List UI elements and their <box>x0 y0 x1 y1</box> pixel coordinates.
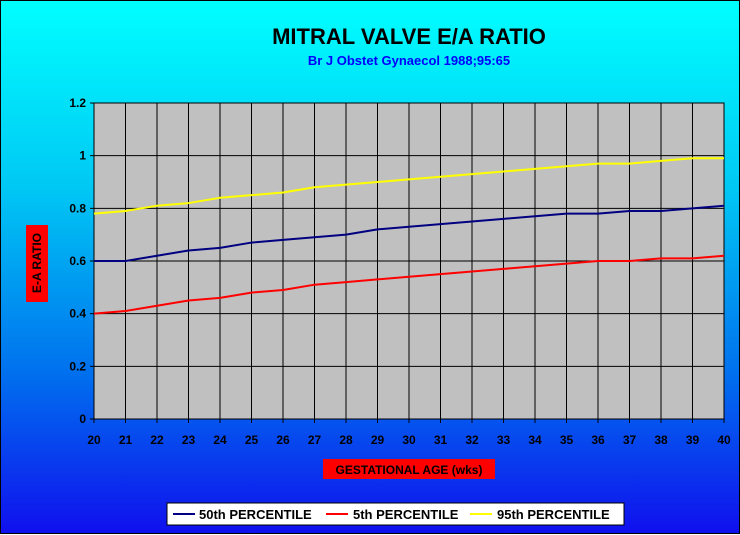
x-axis-label: GESTATIONAL AGE (wks) <box>336 463 483 477</box>
chart-title: MITRAL VALVE E/A RATIO <box>272 24 546 49</box>
y-tick-label: 0.2 <box>69 359 86 373</box>
x-tick-label: 40 <box>717 433 731 447</box>
x-tick-label: 25 <box>245 433 259 447</box>
x-tick-label: 35 <box>560 433 574 447</box>
x-axis-label-box <box>323 459 495 479</box>
y-tick-label: 0.6 <box>69 254 86 268</box>
x-tick-label: 34 <box>528 433 542 447</box>
y-tick-label: 1 <box>79 149 86 163</box>
x-tick-label: 29 <box>371 433 385 447</box>
x-tick-label: 37 <box>623 433 637 447</box>
y-tick-label: 0.4 <box>69 307 86 321</box>
gridlines <box>94 102 724 420</box>
x-tick-label: 33 <box>497 433 511 447</box>
y-tick-label: 1.2 <box>69 96 86 110</box>
x-tick-label: 36 <box>591 433 605 447</box>
x-tick-label: 38 <box>654 433 668 447</box>
legend-label-50th: 50th PERCENTILE <box>199 507 312 522</box>
y-tick-label: 0 <box>79 412 86 426</box>
y-tick-labels: 0 0.2 0.4 0.6 0.8 1 1.2 <box>69 96 94 426</box>
legend-label-5th: 5th PERCENTILE <box>353 507 459 522</box>
x-tick-label: 20 <box>87 433 101 447</box>
legend: 50th PERCENTILE 5th PERCENTILE 95th PERC… <box>166 502 625 526</box>
x-tick-labels: 20 21 22 23 24 25 26 27 28 29 30 31 32 33 34 35 36 37 38 39… <box>87 419 731 447</box>
series-line-2 <box>93 157 724 215</box>
x-tick-label: 39 <box>686 433 700 447</box>
x-tick-label: 31 <box>434 433 448 447</box>
series-line-1 <box>93 254 725 315</box>
x-tick-label: 22 <box>150 433 164 447</box>
series-lines <box>93 157 725 315</box>
chart-subtitle: Br J Obstet Gynaecol 1988;95:65 <box>308 53 510 68</box>
x-tick-label: 23 <box>182 433 196 447</box>
x-tick-label: 30 <box>402 433 416 447</box>
x-tick-label: 32 <box>465 433 479 447</box>
x-tick-label: 28 <box>339 433 353 447</box>
x-tick-label: 21 <box>119 433 133 447</box>
series-line-0 <box>94 204 725 262</box>
legend-label-95th: 95th PERCENTILE <box>497 507 610 522</box>
y-tick-label: 0.8 <box>69 201 86 215</box>
x-tick-label: 24 <box>213 433 227 447</box>
y-axis-label-box <box>26 225 48 302</box>
x-tick-label: 26 <box>276 433 290 447</box>
legend-box <box>166 502 625 526</box>
x-tick-label: 27 <box>308 433 322 447</box>
y-axis-label: E-A RATIO <box>30 233 44 293</box>
